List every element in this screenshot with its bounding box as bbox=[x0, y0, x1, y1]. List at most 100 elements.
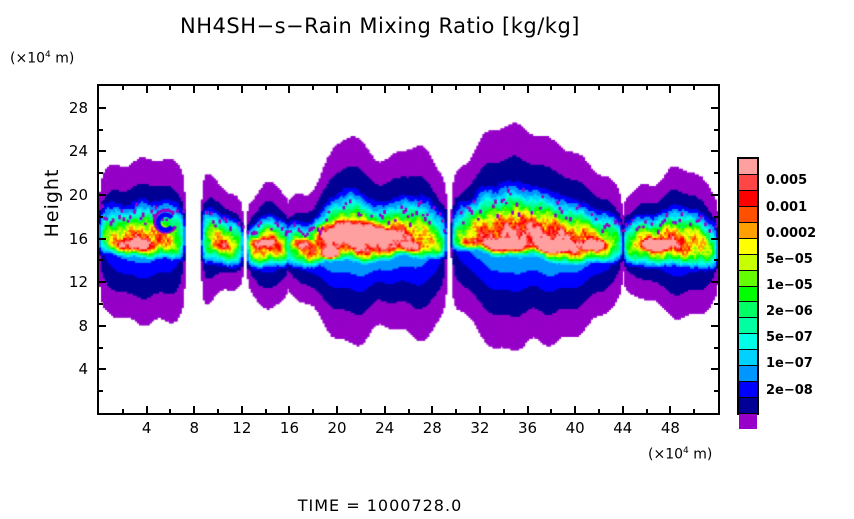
x-tick bbox=[431, 84, 434, 93]
colorbar-swatch bbox=[739, 350, 757, 367]
colorbar-swatch bbox=[739, 254, 757, 271]
y-tick bbox=[711, 194, 720, 196]
plot-area bbox=[97, 84, 720, 415]
y-tick bbox=[97, 259, 103, 262]
x-tick bbox=[550, 84, 553, 90]
x-tick-label: 16 bbox=[279, 419, 299, 437]
y-tick bbox=[97, 215, 103, 218]
colorbar-label: 2e−06 bbox=[766, 304, 813, 320]
x-tick bbox=[693, 84, 696, 90]
x-tick bbox=[169, 409, 172, 415]
x-tick bbox=[169, 84, 172, 90]
y-tick bbox=[714, 215, 720, 218]
y-tick bbox=[711, 281, 720, 284]
time-annotation: TIME = 1000728.0 bbox=[297, 496, 463, 515]
x-tick bbox=[645, 84, 648, 90]
colorbar-swatch bbox=[739, 270, 757, 287]
colorbar-label: 0.001 bbox=[766, 199, 808, 215]
x-tick bbox=[288, 406, 291, 415]
x-tick-label: 24 bbox=[375, 419, 395, 437]
x-tick bbox=[193, 406, 196, 415]
x-tick-label: 4 bbox=[141, 419, 152, 437]
colorbar-label: 1e−05 bbox=[766, 278, 813, 293]
y-tick bbox=[97, 194, 106, 196]
y-tick bbox=[97, 346, 103, 349]
x-tick bbox=[121, 409, 124, 415]
x-tick bbox=[240, 406, 243, 415]
y-tick-label: 8 bbox=[78, 316, 88, 335]
y-tick-label: 20 bbox=[68, 186, 88, 204]
x-tick bbox=[145, 406, 148, 415]
y-tick bbox=[97, 150, 106, 153]
y-tick bbox=[714, 346, 720, 349]
colorbar-swatch bbox=[739, 366, 757, 383]
x-tick bbox=[597, 84, 600, 90]
y-tick bbox=[97, 368, 106, 371]
y-tick bbox=[97, 324, 106, 327]
x-tick bbox=[383, 406, 386, 415]
x-tick-label: 12 bbox=[232, 419, 252, 437]
y-tick bbox=[97, 281, 106, 284]
x-tick-label: 8 bbox=[189, 419, 199, 437]
x-tick-label: 36 bbox=[517, 419, 538, 437]
x-tick bbox=[336, 84, 339, 93]
x-tick bbox=[502, 84, 505, 90]
y-tick bbox=[97, 106, 106, 109]
colorbar-swatch bbox=[739, 190, 757, 207]
y-tick bbox=[714, 390, 720, 393]
colorbar-label: 5e−07 bbox=[766, 330, 813, 346]
x-tick bbox=[645, 409, 648, 415]
x-tick bbox=[383, 84, 386, 93]
y-tick bbox=[714, 259, 720, 262]
x-tick bbox=[526, 84, 529, 93]
y-tick-label: 12 bbox=[68, 273, 88, 292]
x-tick bbox=[478, 84, 481, 93]
x-axis-unit: (×104 m) bbox=[648, 446, 713, 463]
y-tick bbox=[97, 303, 103, 305]
y-tick bbox=[97, 237, 106, 240]
x-tick bbox=[145, 84, 148, 93]
x-tick bbox=[574, 406, 577, 415]
x-tick bbox=[478, 406, 481, 415]
colorbar bbox=[737, 157, 759, 429]
chart-title: NH4SH−s−Rain Mixing Ratio [kg/kg] bbox=[180, 14, 580, 38]
x-tick bbox=[431, 406, 434, 415]
x-tick bbox=[550, 409, 553, 415]
x-tick bbox=[455, 84, 458, 90]
y-tick bbox=[711, 150, 720, 153]
x-tick-label: 48 bbox=[660, 419, 680, 437]
x-tick-label: 32 bbox=[470, 419, 490, 437]
colorbar-label: 2e−08 bbox=[766, 382, 813, 398]
x-tick bbox=[526, 406, 529, 415]
x-tick bbox=[621, 406, 624, 415]
x-tick bbox=[693, 409, 696, 415]
colorbar-swatch bbox=[739, 174, 757, 191]
x-tick bbox=[597, 409, 600, 415]
x-tick-label: 44 bbox=[613, 419, 633, 437]
colorbar-swatch bbox=[739, 414, 757, 429]
colorbar-swatch bbox=[739, 286, 757, 303]
y-axis-unit: (×104 m) bbox=[10, 50, 75, 67]
colorbar-label: 5e−05 bbox=[766, 251, 813, 267]
x-tick bbox=[502, 409, 505, 415]
y-tick bbox=[711, 324, 720, 327]
y-tick bbox=[711, 237, 720, 240]
x-tick bbox=[336, 406, 339, 415]
colorbar-swatch bbox=[739, 302, 757, 319]
x-tick-label: 28 bbox=[422, 419, 442, 437]
y-tick-label: 24 bbox=[68, 142, 88, 161]
y-tick bbox=[97, 390, 103, 393]
x-tick bbox=[669, 84, 672, 93]
y-tick bbox=[714, 128, 720, 131]
x-tick bbox=[288, 84, 291, 93]
x-tick bbox=[359, 84, 362, 90]
colorbar-swatch bbox=[739, 206, 757, 223]
x-tick bbox=[669, 406, 672, 415]
x-tick bbox=[217, 84, 220, 90]
x-tick-label: 40 bbox=[565, 419, 585, 437]
x-tick bbox=[455, 409, 458, 415]
y-tick bbox=[97, 172, 103, 175]
x-tick bbox=[407, 409, 410, 415]
x-tick bbox=[407, 84, 410, 90]
